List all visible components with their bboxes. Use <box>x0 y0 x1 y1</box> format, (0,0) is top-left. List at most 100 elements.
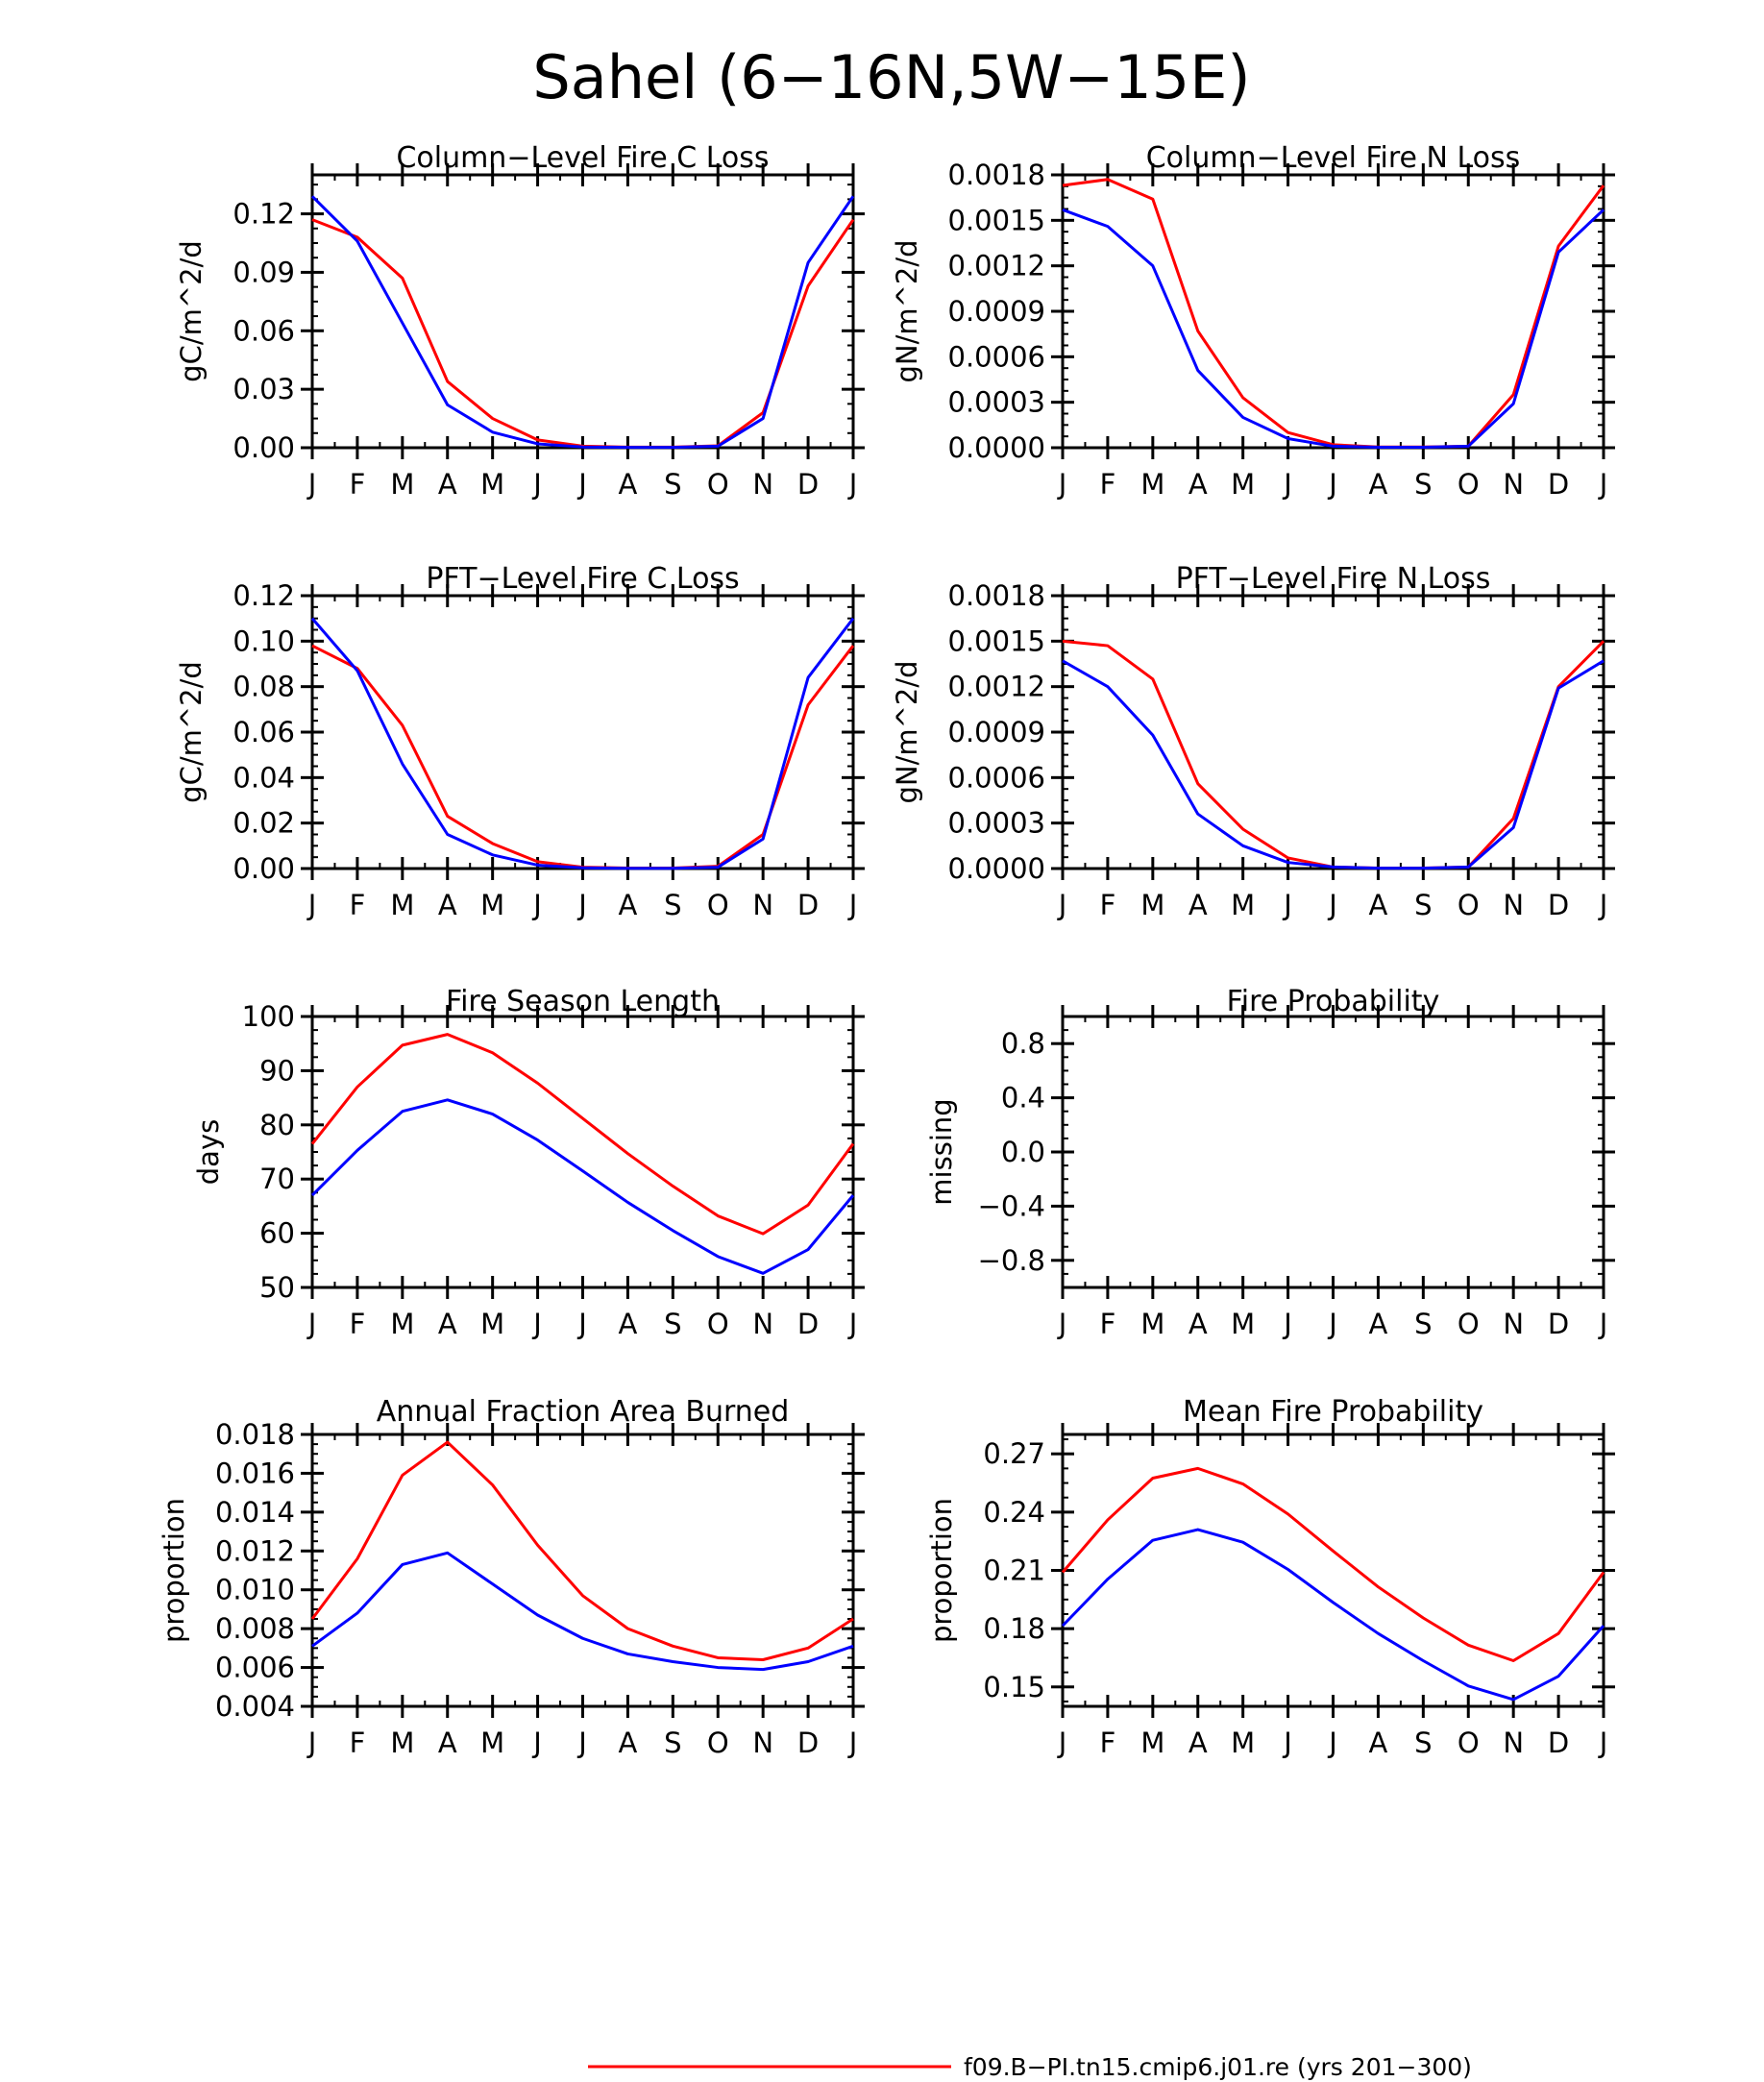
legend-label: f09.B−PI.tn15.cmip6.j01.re (yrs 201−300) <box>964 2053 1472 2081</box>
x-tick-label: J <box>1327 889 1337 921</box>
y-tick-label: 0.06 <box>233 716 295 748</box>
x-tick-label: J <box>306 1727 317 1759</box>
y-tick-label: 50 <box>259 1271 295 1304</box>
x-tick-label: J <box>576 468 587 501</box>
y-tick-label: 60 <box>259 1217 295 1250</box>
x-tick-label: J <box>1282 889 1292 921</box>
x-tick-label: M <box>480 889 504 921</box>
x-tick-label: A <box>618 1308 637 1340</box>
x-tick-label: D <box>797 1727 819 1759</box>
x-tick-label: D <box>1548 889 1569 921</box>
y-tick-label: 0.12 <box>233 198 295 231</box>
x-tick-label: N <box>1503 1308 1524 1340</box>
y-tick-label: 0.00 <box>233 852 295 885</box>
series-line-blue <box>310 195 855 450</box>
x-tick-label: M <box>1231 1727 1255 1759</box>
series-line-blue <box>310 1098 855 1275</box>
x-tick-label: S <box>664 1727 681 1759</box>
x-tick-label: O <box>707 1308 729 1340</box>
y-tick-label: 0.24 <box>983 1496 1045 1529</box>
x-tick-label: J <box>306 889 317 921</box>
y-tick-label: 0.0009 <box>948 295 1045 328</box>
series-line-blue <box>311 1551 854 1672</box>
plot-frame <box>310 1015 855 1289</box>
y-tick-label: 100 <box>242 1000 295 1033</box>
x-tick-label: A <box>1188 889 1208 921</box>
x-tick-label: D <box>1548 1727 1569 1759</box>
x-tick-label: F <box>1100 889 1116 921</box>
x-tick-label: O <box>707 468 729 501</box>
x-tick-label: O <box>1458 1308 1480 1340</box>
x-tick-label: A <box>1368 889 1387 921</box>
y-tick-label: 0.15 <box>983 1671 1045 1703</box>
x-tick-label: A <box>1368 468 1387 501</box>
y-tick-label: 0.0 <box>1001 1136 1045 1168</box>
x-tick-label: M <box>390 1727 414 1759</box>
x-tick-label: A <box>438 468 457 501</box>
x-tick-label: N <box>752 1727 773 1759</box>
x-tick-label: J <box>1057 889 1067 921</box>
series-line-red <box>310 1440 854 1661</box>
y-tick-label: 0.0012 <box>948 671 1045 703</box>
y-tick-label: 0.0015 <box>948 625 1045 657</box>
x-tick-label: A <box>618 1727 637 1759</box>
x-tick-label: M <box>1140 1727 1164 1759</box>
x-tick-label: D <box>1548 468 1569 501</box>
y-tick-label: 0.21 <box>983 1555 1045 1587</box>
y-tick-label: 0.004 <box>215 1690 295 1723</box>
x-tick-label: J <box>531 889 542 921</box>
series-line-red <box>1062 178 1605 449</box>
y-tick-label: 90 <box>259 1054 295 1087</box>
x-tick-label: M <box>1231 889 1255 921</box>
x-tick-label: S <box>664 889 681 921</box>
x-tick-label: S <box>1414 889 1432 921</box>
x-tick-label: D <box>797 889 819 921</box>
plot-frame <box>310 173 855 450</box>
y-tick-label: 0.012 <box>215 1534 295 1567</box>
y-tick-label: 0.18 <box>983 1612 1045 1645</box>
plot-frame <box>310 594 855 870</box>
y-tick-label: 0.06 <box>233 314 295 347</box>
x-tick-label: F <box>1100 468 1116 501</box>
series-line-red <box>311 218 855 449</box>
x-tick-label: A <box>438 1308 457 1340</box>
x-tick-label: M <box>1140 889 1164 921</box>
x-tick-label: D <box>1548 1308 1569 1340</box>
x-tick-label: J <box>847 468 858 501</box>
series-line-blue <box>1062 208 1605 450</box>
x-tick-label: J <box>576 1308 587 1340</box>
series-line-blue <box>310 617 855 870</box>
y-tick-label: 70 <box>259 1163 295 1195</box>
y-tick-label: −0.8 <box>978 1244 1045 1277</box>
x-tick-label: S <box>1414 1727 1432 1759</box>
y-tick-label: 0.018 <box>215 1418 295 1451</box>
y-tick-label: 0.03 <box>233 373 295 405</box>
series-line-red <box>1061 1466 1605 1662</box>
x-tick-label: N <box>752 1308 773 1340</box>
x-tick-label: M <box>1231 1308 1255 1340</box>
x-tick-label: M <box>1231 468 1255 501</box>
x-tick-label: J <box>847 1308 858 1340</box>
x-tick-label: F <box>1100 1308 1116 1340</box>
y-axis-label: gC/m^2/d <box>175 240 208 382</box>
x-tick-label: N <box>1503 889 1524 921</box>
x-tick-label: F <box>350 1727 366 1759</box>
x-tick-label: N <box>752 468 773 501</box>
y-tick-label: 0.0000 <box>948 852 1045 885</box>
x-tick-label: S <box>664 1308 681 1340</box>
x-tick-label: M <box>390 1308 414 1340</box>
x-tick-label: D <box>797 468 819 501</box>
y-tick-label: 0.09 <box>233 256 295 288</box>
y-tick-label: 0.0015 <box>948 204 1045 236</box>
plot-frame <box>1061 1433 1605 1708</box>
x-tick-label: O <box>1458 889 1480 921</box>
y-tick-label: 0.10 <box>233 625 295 657</box>
x-tick-label: M <box>390 468 414 501</box>
y-axis-label: gC/m^2/d <box>175 661 208 803</box>
y-tick-label: 0.00 <box>233 431 295 464</box>
